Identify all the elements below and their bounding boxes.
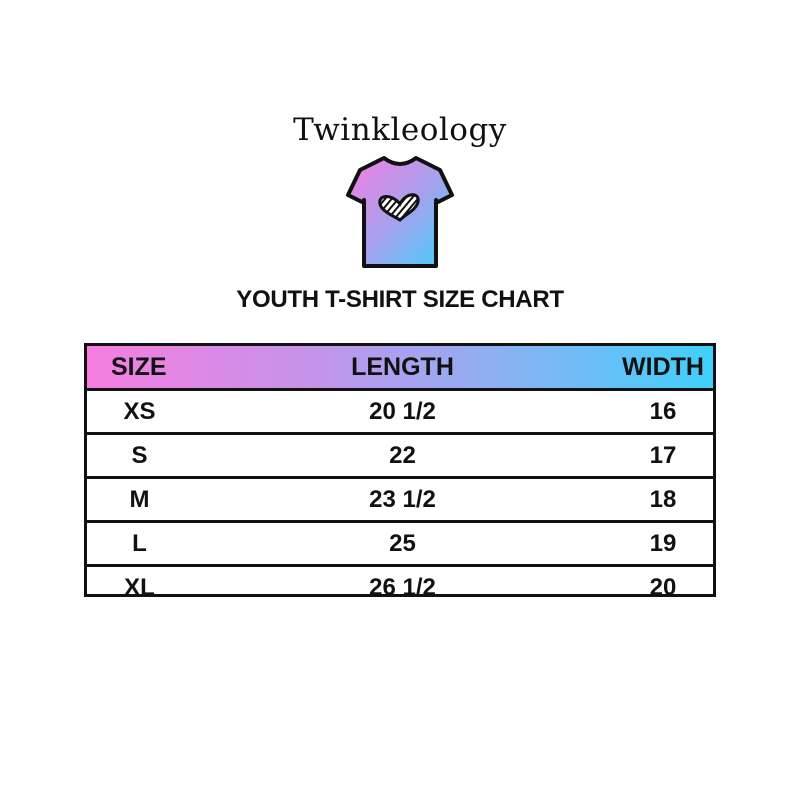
header-length: LENGTH — [351, 352, 454, 381]
t-shirt-heart-icon — [346, 156, 454, 268]
header-width: WIDTH — [622, 352, 704, 381]
cell-length: 22 — [389, 441, 416, 469]
cell-width: 19 — [649, 529, 677, 557]
cell-length: 20 1/2 — [369, 397, 436, 425]
table-row: M 23 1/2 18 — [87, 476, 713, 520]
cell-length: 26 1/2 — [369, 573, 436, 601]
cell-size: XS — [123, 397, 156, 425]
cell-size: L — [132, 529, 147, 557]
cell-width: 16 — [649, 397, 677, 425]
cell-size: S — [131, 441, 148, 469]
cell-size: XL — [124, 573, 155, 601]
brand-logo-text: Twinkleology — [293, 112, 507, 148]
size-chart-table: SIZE LENGTH WIDTH XS 20 1/2 16 S 22 17 M… — [84, 343, 716, 601]
cell-width: 17 — [649, 441, 677, 469]
cell-width: 18 — [649, 485, 677, 513]
header-size: SIZE — [111, 352, 167, 381]
cell-length: 23 1/2 — [369, 485, 436, 513]
table-row: XS 20 1/2 16 — [87, 388, 713, 432]
table-row: XL 26 1/2 20 — [87, 564, 713, 608]
cell-width: 20 — [649, 573, 677, 601]
table-header-row: SIZE LENGTH WIDTH — [87, 346, 713, 388]
table-row: S 22 17 — [87, 432, 713, 476]
cell-size: M — [129, 485, 150, 513]
table-row: L 25 19 — [87, 520, 713, 564]
cell-length: 25 — [389, 529, 416, 557]
page-title: YOUTH T-SHIRT SIZE CHART — [236, 286, 564, 313]
